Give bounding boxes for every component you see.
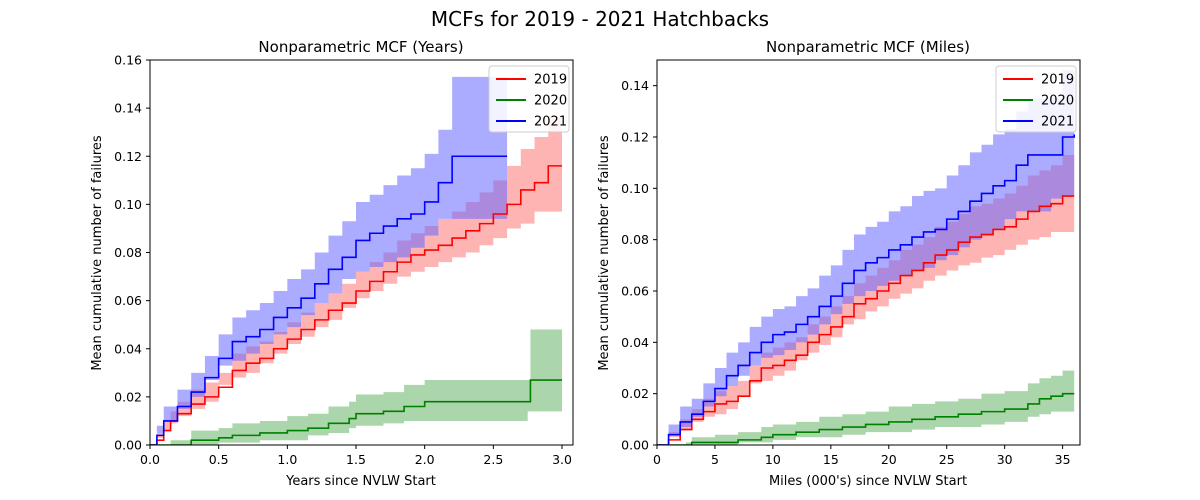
y-tick-label: 0.02: [621, 386, 649, 401]
chart-panel-years: Nonparametric MCF (Years) Years since NV…: [90, 38, 574, 489]
x-tick-label: 35: [1055, 452, 1071, 467]
x-tick-label: 0.0: [140, 452, 160, 467]
legend-label-2019: 2019: [1041, 73, 1074, 88]
y-tick-label: 0.06: [114, 293, 142, 308]
x-tick-label: 2.5: [483, 452, 503, 467]
y-tick-label: 0.10: [621, 181, 649, 196]
x-tick-label: 10: [765, 452, 781, 467]
legend-label-2020: 2020: [1041, 94, 1074, 109]
y-tick-label: 0.16: [114, 53, 142, 68]
plot-area: [150, 76, 563, 445]
x-tick-label: 30: [997, 452, 1013, 467]
y-axis-label: Mean cumulative number of failures: [597, 135, 612, 371]
y-tick-label: 0.12: [114, 149, 142, 164]
legend: 2019 2020 2021: [995, 65, 1077, 133]
y-tick-label: 0.08: [114, 245, 142, 260]
x-tick-label: 5: [711, 452, 719, 467]
legend-label-2021: 2021: [534, 115, 567, 130]
x-tick-label: 3.0: [552, 452, 572, 467]
series-line-2020: [150, 379, 563, 445]
x-tick-label: 0: [653, 452, 661, 467]
x-tick-label: 20: [881, 452, 897, 467]
y-tick-label: 0.04: [114, 341, 142, 356]
x-tick-label: 1.5: [346, 452, 366, 467]
chart-title: Nonparametric MCF (Years): [258, 38, 463, 56]
chart-panel-miles: Nonparametric MCF (Miles) Miles (000's) …: [597, 38, 1081, 489]
series-line-2021: [150, 155, 508, 445]
confidence-band-2020: [150, 329, 563, 445]
y-tick-label: 0.12: [621, 130, 649, 145]
y-tick-label: 0.02: [114, 389, 142, 404]
series-line-2019: [657, 195, 1075, 445]
y-axis-label: Mean cumulative number of failures: [90, 135, 105, 371]
y-tick-label: 0.04: [621, 335, 649, 350]
x-axis-label: Years since NVLW Start: [285, 474, 436, 489]
x-tick-label: 0.5: [209, 452, 229, 467]
series-line-2021: [657, 134, 1076, 445]
confidence-band-2020: [657, 370, 1075, 445]
y-tick-label: 0.06: [621, 284, 649, 299]
confidence-band-2021: [150, 76, 508, 445]
x-tick-label: 2.0: [415, 452, 435, 467]
axes-frame: [656, 59, 1081, 446]
legend-label-2020: 2020: [534, 94, 567, 109]
plot-area: [657, 65, 1076, 445]
y-tick-label: 0.08: [621, 232, 649, 247]
x-tick-label: 25: [939, 452, 955, 467]
legend-label-2019: 2019: [534, 73, 567, 88]
x-tick-label: 1.0: [277, 452, 297, 467]
series-line-2020: [657, 392, 1075, 445]
y-tick-label: 0.14: [114, 101, 142, 116]
series-line-2019: [150, 165, 563, 445]
y-tick-label: 0.00: [114, 438, 142, 453]
y-tick-label: 0.14: [621, 78, 649, 93]
chart-title: Nonparametric MCF (Miles): [766, 38, 970, 56]
y-tick-label: 0.10: [114, 197, 142, 212]
legend: 2019 2020 2021: [488, 65, 570, 133]
x-axis-label: Miles (000's) since NVLW Start: [769, 474, 967, 489]
figure-suptitle: MCFs for 2019 - 2021 Hatchbacks: [431, 7, 769, 31]
x-tick-label: 15: [823, 452, 839, 467]
y-tick-label: 0.00: [621, 438, 649, 453]
legend-label-2021: 2021: [1041, 115, 1074, 130]
